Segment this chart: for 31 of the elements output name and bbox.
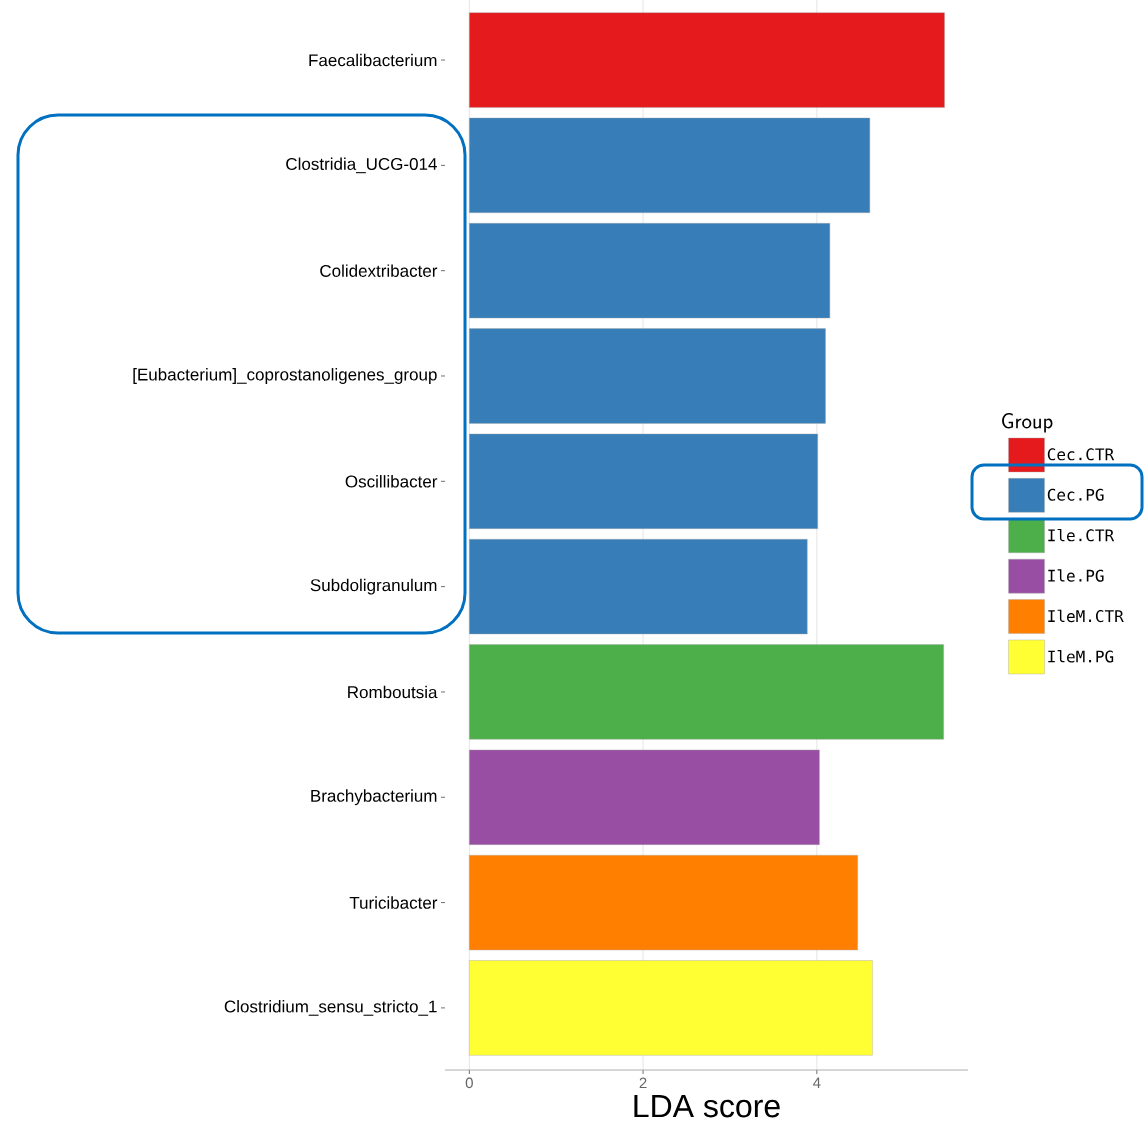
y-tick-label: Brachybacterium [311,789,437,806]
y-tick-label: Faecalibacterium [309,53,437,67]
y-tick-label: Clostridium_sensu_stricto_1 [224,1000,437,1016]
y-tick-label: [Eubacterium]_coprostanoligenes_group [133,368,437,384]
y-tick-label: Subdoligranulum [310,578,437,595]
y-tick-label: Oscillibacter [345,475,438,488]
legend-label: Ile.CTR [1048,528,1115,542]
legend-title: Group [1002,412,1053,433]
legend-label: Cec.PG [1047,488,1104,501]
legend-label: Ile.PG [1048,569,1104,582]
y-tick-label: Clostridia_UCG-014 [286,157,437,174]
x-tick-label: 4 [813,1077,821,1088]
bar [469,749,820,845]
legend-label: IleM.PG [1048,650,1114,663]
bar [469,644,944,740]
bar [469,223,831,319]
bar [469,117,871,213]
x-tick-label: 2 [639,1077,647,1089]
legend-label: IleM.CTR [1048,609,1124,623]
x-tick-label: 0 [465,1077,473,1089]
y-tick-label: Turicibacter [349,896,438,909]
y-tick-label: Romboutsia [348,685,438,699]
bar [469,12,945,108]
bar [469,433,818,529]
bar [469,328,826,424]
x-axis-title: LDA score [634,1095,780,1118]
legend-label: Cec.CTR [1047,448,1115,461]
bar [469,539,808,635]
y-tick-label: Colidextribacter [320,264,438,277]
bar [469,854,858,951]
bar [469,960,873,1056]
